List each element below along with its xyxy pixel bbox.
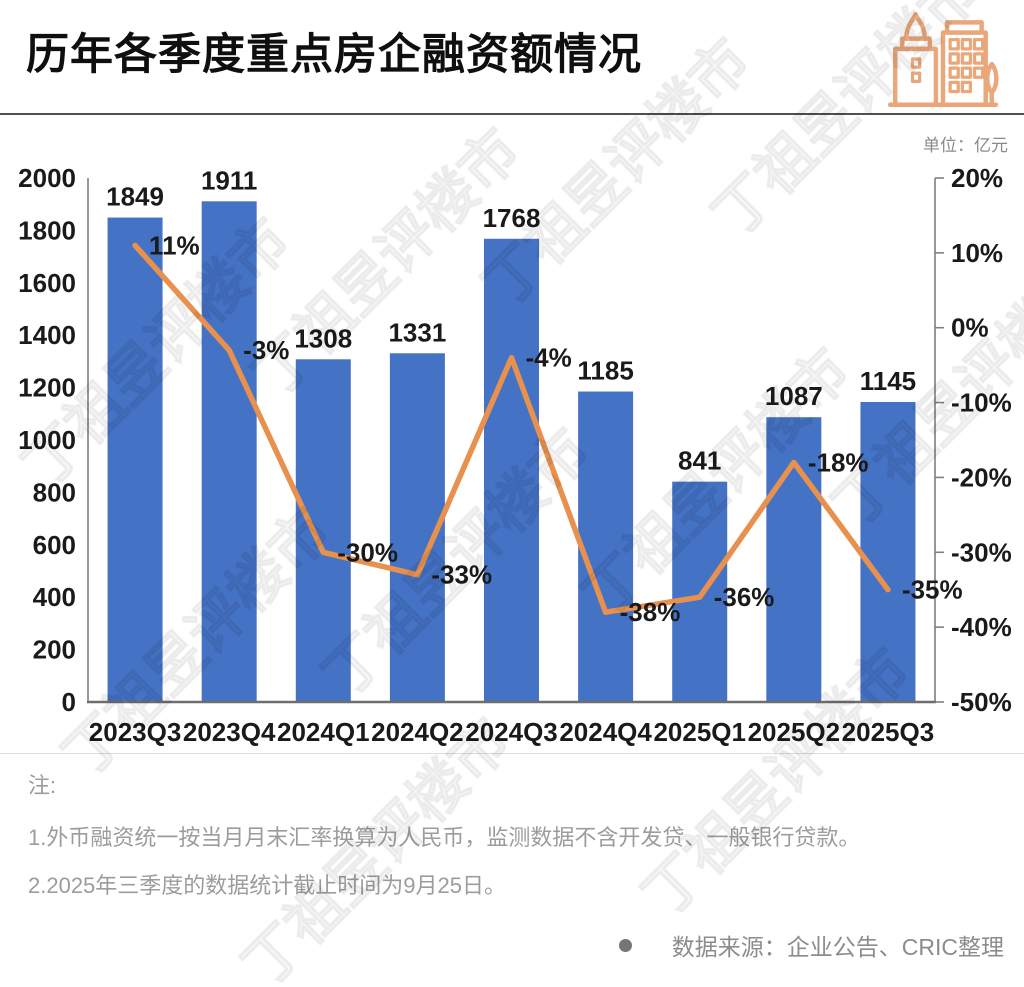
left-axis-tick-label: 800	[33, 477, 76, 507]
line-value-label: -33%	[431, 560, 492, 590]
notes-divider	[0, 753, 1024, 754]
note-item: 1.外币融资统一按当月月末汇率换算为人民币，监测数据不含开发贷、一般银行贷款。	[28, 825, 861, 850]
right-axis-tick-label: -50%	[951, 687, 1012, 717]
bar-2025Q3	[860, 402, 916, 702]
note-item: 2.2025年三季度的数据统计截止时间为9月25日。	[28, 873, 506, 898]
line-series	[132, 242, 891, 615]
right-axis-tick-label: -20%	[951, 462, 1012, 492]
line-value-label: -3%	[243, 335, 289, 365]
line-value-label: -35%	[902, 575, 963, 605]
line-value-label: -4%	[526, 343, 572, 373]
left-axis-tick-label: 2000	[18, 163, 76, 193]
line-value-label: 11%	[149, 230, 200, 260]
x-axis-category-label: 2023Q3	[89, 717, 182, 747]
bar-2024Q3	[484, 238, 539, 702]
bar-value-label: 1145	[860, 366, 916, 396]
data-source-label: 数据来源：企业公告、CRIC整理	[671, 934, 1004, 960]
right-axis-tick-label: 20%	[951, 163, 1003, 193]
right-axis-tick-label: -30%	[951, 537, 1012, 567]
left-axis-tick-label: 1000	[18, 425, 76, 455]
left-axis-tick-label: 1200	[18, 373, 76, 403]
notes-heading: 注:	[28, 773, 57, 798]
line-value-label: -38%	[620, 597, 681, 627]
bar-value-label: 1185	[577, 356, 633, 386]
left-axis-tick-label: 1800	[18, 215, 76, 245]
left-axis-tick-label: 600	[33, 530, 76, 560]
x-axis-category-label: 2024Q1	[277, 717, 370, 747]
bar-2024Q1	[295, 359, 351, 702]
bar-2025Q1	[672, 481, 728, 702]
x-axis-category-label: 2025Q1	[653, 717, 746, 747]
bar-2023Q4	[201, 201, 257, 702]
x-axis-category-label: 2023Q4	[183, 717, 276, 747]
x-axis-category-label: 2024Q4	[559, 717, 652, 747]
bar-value-label: 1308	[294, 323, 352, 353]
unit-label: 单位：亿元	[923, 136, 1008, 155]
x-axis-category-label: 2024Q3	[465, 717, 558, 747]
left-axis-tick-label: 1600	[18, 268, 76, 298]
page-title: 历年各季度重点房企融资额情况	[26, 31, 642, 79]
bar-value-label: 1911	[201, 165, 257, 195]
x-axis-category-label: 2025Q2	[748, 717, 841, 747]
line-value-label: -36%	[714, 582, 775, 612]
bar-value-label: 1849	[106, 182, 164, 212]
right-axis-tick-label: 10%	[951, 238, 1003, 268]
left-axis-tick-label: 0	[62, 687, 76, 717]
chart-canvas: 200018001600140012001000800600400200020%…	[18, 163, 1012, 747]
right-axis-tick-label: -10%	[951, 388, 1012, 418]
right-axis-tick-label: 0%	[951, 313, 989, 343]
line-value-label: -18%	[808, 447, 869, 477]
right-axis-tick-label: -40%	[951, 612, 1012, 642]
x-axis-category-label: 2024Q2	[371, 717, 464, 747]
bar-value-label: 1768	[483, 203, 541, 233]
bar-2024Q4	[578, 391, 634, 702]
x-axis-category-label: 2025Q3	[842, 717, 935, 747]
line-value-label: -30%	[337, 537, 398, 567]
bar-2023Q3	[107, 217, 163, 702]
bar-value-label: 1331	[388, 317, 446, 347]
bar-value-label: 841	[678, 446, 721, 476]
header-divider	[0, 113, 1024, 115]
bar-value-label: 1087	[765, 381, 823, 411]
left-axis-tick-label: 200	[33, 635, 76, 665]
data-source-row: 数据来源：企业公告、CRIC整理	[618, 928, 1004, 962]
bullet-icon	[618, 938, 632, 952]
left-axis-tick-label: 1400	[18, 320, 76, 350]
city-buildings-icon	[882, 8, 1004, 110]
left-axis-tick-label: 400	[33, 582, 76, 612]
